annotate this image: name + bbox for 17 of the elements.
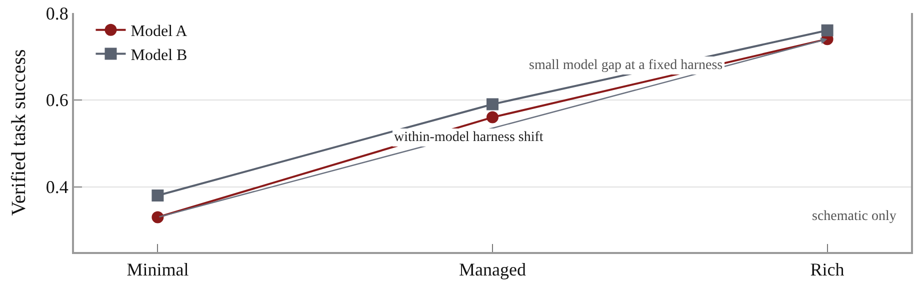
point — [486, 98, 498, 110]
point — [152, 190, 164, 202]
point — [821, 24, 834, 36]
x-tick-label: Rich — [810, 260, 844, 280]
annotation: within-model harness shift — [394, 130, 544, 145]
y-tick-label: 0.4 — [46, 177, 68, 198]
annotation: schematic only — [812, 209, 896, 224]
annotation: small model gap at a fixed harness — [529, 58, 723, 73]
point — [486, 111, 498, 124]
y-tick-label: 0.8 — [46, 3, 68, 24]
legend-label: Model B — [130, 46, 188, 64]
y-axis-title: Verified task success — [8, 48, 30, 216]
x-tick-label: Managed — [459, 260, 526, 280]
x-tick-label: Minimal — [126, 260, 189, 280]
y-tick-label: 0.6 — [46, 90, 68, 110]
point — [152, 211, 164, 224]
legend-label: Model A — [130, 23, 188, 40]
